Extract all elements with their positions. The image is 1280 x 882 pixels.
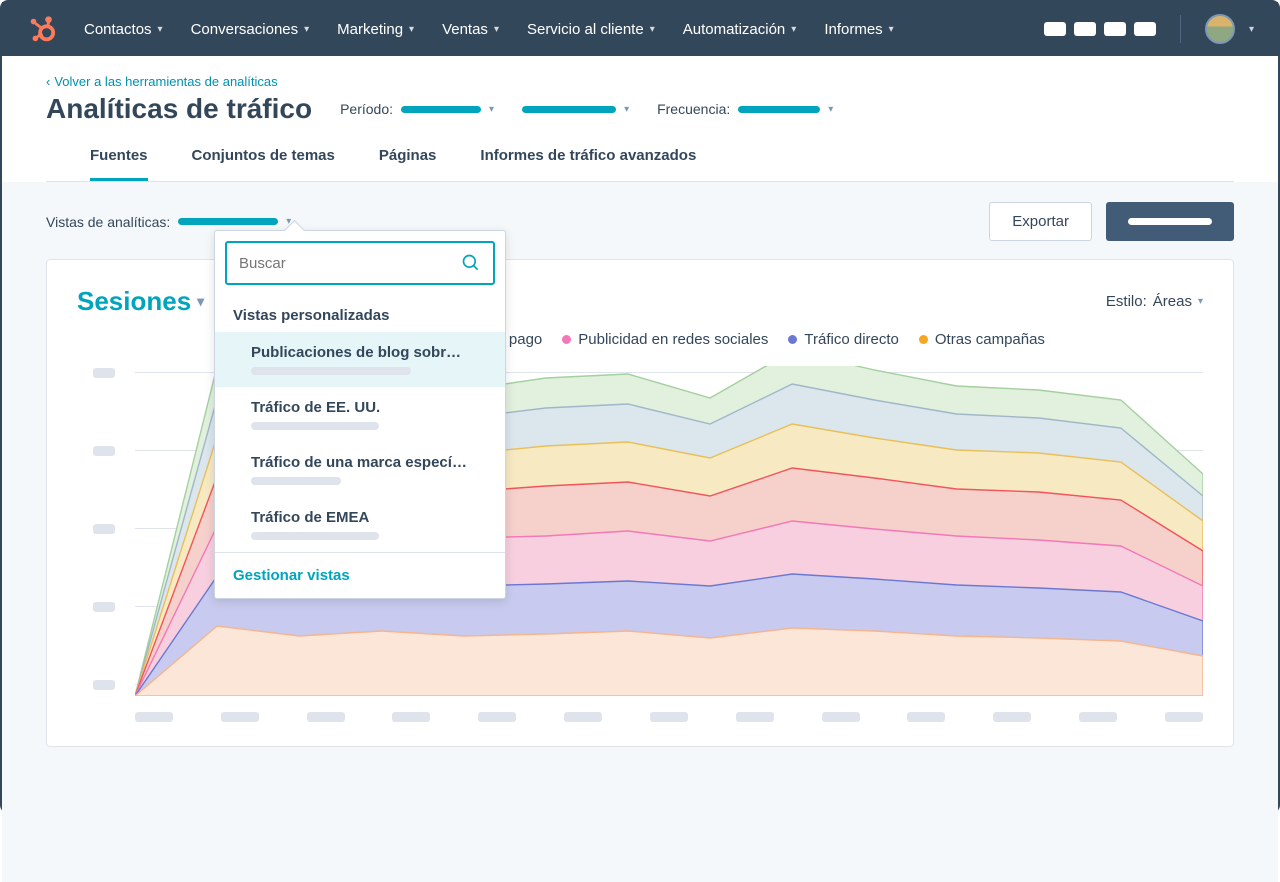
back-link[interactable]: ‹Volver a las herramientas de analíticas <box>46 74 1234 89</box>
legend-item[interactable]: Tráfico directo <box>788 331 898 348</box>
chevron-down-icon: ▾ <box>624 104 629 115</box>
nav-item-contactos[interactable]: Contactos▾ <box>84 21 163 38</box>
nav-item-marketing[interactable]: Marketing▾ <box>337 21 414 38</box>
chevron-down-icon: ▾ <box>1198 296 1203 307</box>
popover-section-title: Vistas personalizadas <box>215 295 505 332</box>
views-option[interactable]: Tráfico de EE. UU. <box>215 387 505 442</box>
search-box[interactable] <box>225 241 495 285</box>
page-title: Analíticas de tráfico <box>46 93 312 125</box>
tabs: Fuentes Conjuntos de temas Páginas Infor… <box>46 125 1234 182</box>
page-header: ‹Volver a las herramientas de analíticas… <box>2 56 1278 182</box>
nav-item-ventas[interactable]: Ventas▾ <box>442 21 499 38</box>
manage-views-link[interactable]: Gestionar vistas <box>215 552 505 598</box>
top-nav: Contactos▾ Conversaciones▾ Marketing▾ Ve… <box>2 2 1278 56</box>
tab-fuentes[interactable]: Fuentes <box>90 147 148 181</box>
views-dropdown[interactable]: Vistas de analíticas: ▾ <box>46 214 291 230</box>
chart-title-dropdown[interactable]: Sesiones▾ <box>77 286 204 317</box>
chevron-down-icon: ▾ <box>409 24 414 35</box>
views-option[interactable]: Tráfico de una marca específica <box>215 442 505 497</box>
hubspot-logo-icon <box>26 14 56 44</box>
export-button[interactable]: Exportar <box>989 202 1092 241</box>
frequency-filter[interactable]: Frecuencia:▾ <box>657 101 833 117</box>
nav-item-conversaciones[interactable]: Conversaciones▾ <box>191 21 310 38</box>
style-select[interactable]: Estilo:Áreas▾ <box>1106 293 1203 310</box>
search-input[interactable] <box>239 255 461 272</box>
legend-item[interactable]: Publicidad en redes sociales <box>562 331 768 348</box>
chevron-down-icon[interactable]: ▾ <box>1249 24 1254 35</box>
search-icon <box>461 253 481 273</box>
tab-paginas[interactable]: Páginas <box>379 147 437 181</box>
nav-item-informes[interactable]: Informes▾ <box>824 21 893 38</box>
views-option[interactable]: Tráfico de EMEA <box>215 497 505 552</box>
tab-conjuntos[interactable]: Conjuntos de temas <box>192 147 335 181</box>
period-range-filter[interactable]: ▾ <box>522 104 629 115</box>
views-popover: Vistas personalizadas Publicaciones de b… <box>214 230 506 599</box>
chevron-left-icon: ‹ <box>46 74 50 89</box>
divider <box>1180 15 1181 43</box>
content-area: Vistas de analíticas: ▾ Exportar Vistas … <box>2 182 1278 882</box>
views-option[interactable]: Publicaciones de blog sobre Big… <box>215 332 505 387</box>
chevron-down-icon: ▾ <box>494 24 499 35</box>
chevron-down-icon: ▾ <box>304 24 309 35</box>
nav-item-servicio[interactable]: Servicio al cliente▾ <box>527 21 655 38</box>
nav-pill[interactable] <box>1074 22 1096 36</box>
nav-pill[interactable] <box>1044 22 1066 36</box>
chevron-down-icon: ▾ <box>158 24 163 35</box>
chevron-down-icon: ▾ <box>791 24 796 35</box>
legend-item[interactable]: Otras campañas <box>919 331 1045 348</box>
primary-button[interactable] <box>1106 202 1234 241</box>
chevron-down-icon: ▾ <box>889 24 894 35</box>
nav-item-automatizacion[interactable]: Automatización▾ <box>683 21 797 38</box>
nav-items: Contactos▾ Conversaciones▾ Marketing▾ Ve… <box>84 21 1044 38</box>
chevron-down-icon: ▾ <box>650 24 655 35</box>
nav-pill[interactable] <box>1104 22 1126 36</box>
nav-pill[interactable] <box>1134 22 1156 36</box>
nav-right: ▾ <box>1044 14 1254 44</box>
toolbar: Vistas de analíticas: ▾ Exportar Vistas … <box>46 202 1234 241</box>
chevron-down-icon: ▾ <box>197 293 204 310</box>
chevron-down-icon: ▾ <box>828 104 833 115</box>
tab-avanzados[interactable]: Informes de tráfico avanzados <box>480 147 696 181</box>
avatar[interactable] <box>1205 14 1235 44</box>
chevron-down-icon: ▾ <box>489 104 494 115</box>
period-filter[interactable]: Período:▾ <box>340 101 494 117</box>
